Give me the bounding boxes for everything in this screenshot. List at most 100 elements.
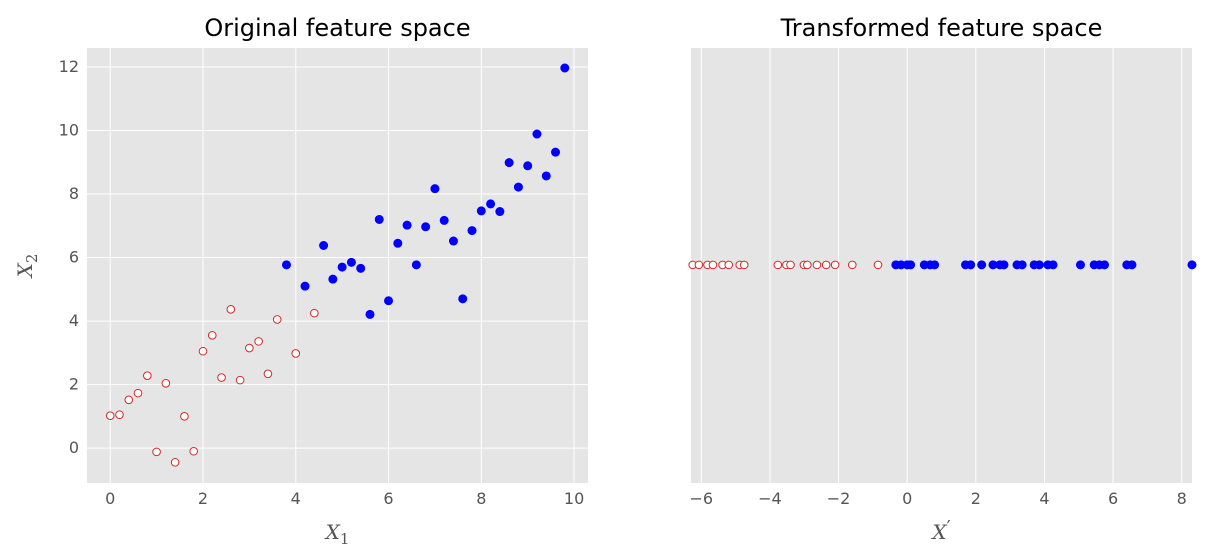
class-a-point	[143, 371, 152, 380]
class-b-point	[448, 236, 458, 246]
class-a-point	[821, 260, 831, 270]
plot-background	[691, 48, 1192, 483]
class-b-point	[439, 215, 449, 225]
class-b-point	[300, 281, 310, 291]
x-axis-label-base: X	[930, 520, 947, 544]
y-axis-label: X2	[13, 254, 41, 280]
x-tick-label: 2	[971, 489, 981, 508]
class-b-point	[281, 260, 291, 270]
x-tick-label: 2	[198, 489, 208, 508]
class-b-point	[1187, 260, 1197, 270]
y-axis-label-subscript: 2	[23, 254, 41, 264]
class-b-point	[384, 296, 394, 306]
class-a-point	[105, 411, 115, 420]
y-tick-label: 10	[59, 121, 79, 140]
class-b-point	[977, 260, 987, 270]
class-b-point	[476, 206, 486, 216]
plot-background	[87, 48, 588, 483]
y-axis-label-base: X	[13, 262, 37, 279]
class-a-point	[739, 260, 749, 270]
x-tick-label: 8	[476, 489, 486, 508]
class-b-point	[1127, 260, 1137, 270]
x-tick-label: 4	[1039, 489, 1049, 508]
chart-title: Original feature space	[204, 14, 470, 42]
y-tick-label: 8	[69, 184, 79, 203]
class-a-point	[786, 260, 795, 270]
class-a-point	[263, 369, 273, 379]
class-a-point	[708, 260, 718, 270]
data-points	[688, 260, 1197, 270]
y-tick-label: 0	[69, 438, 79, 457]
class-b-point	[374, 214, 384, 224]
class-b-point	[402, 220, 412, 230]
data-points	[105, 63, 570, 467]
class-a-point	[245, 343, 254, 353]
class-a-point	[724, 260, 734, 270]
x-tick-label: 8	[1177, 489, 1187, 508]
x-tick-label: −6	[689, 489, 713, 508]
class-b-point	[356, 263, 366, 273]
tick-labels: −6 −4 −2 0 2 4 6 8	[689, 489, 1186, 508]
class-a-point	[115, 410, 124, 420]
class-b-point	[1075, 260, 1085, 270]
y-tick-label: 6	[69, 248, 79, 267]
class-b-point	[346, 257, 356, 267]
class-a-point	[226, 305, 236, 314]
x-axis-label-prime: ′	[947, 517, 951, 538]
x-axis-label: X′	[930, 517, 950, 544]
x-tick-label: 4	[291, 489, 301, 508]
class-b-point	[1099, 260, 1109, 270]
gridlines	[700, 48, 1183, 483]
class-b-point	[930, 260, 940, 270]
y-tick-label: 12	[59, 57, 79, 76]
class-b-point	[411, 260, 421, 270]
class-a-point	[291, 349, 301, 358]
class-a-point	[694, 260, 704, 270]
class-b-point	[467, 226, 477, 236]
class-a-point	[207, 331, 217, 340]
x-tick-label: −2	[827, 489, 851, 508]
class-b-point	[365, 309, 375, 319]
x-tick-label: 0	[105, 489, 115, 508]
class-b-point	[319, 240, 329, 250]
class-a-point	[310, 308, 319, 318]
class-b-point	[532, 129, 542, 139]
x-tick-label: 0	[902, 489, 912, 508]
class-a-point	[847, 260, 857, 270]
class-b-point	[337, 262, 347, 272]
class-b-point	[430, 184, 440, 194]
class-b-point	[513, 182, 523, 192]
class-b-point	[999, 260, 1009, 270]
class-b-point	[1048, 260, 1058, 270]
class-b-point	[966, 260, 976, 270]
class-b-point	[458, 294, 468, 304]
chart-title: Transformed feature space	[780, 14, 1103, 42]
class-a-point	[152, 447, 161, 457]
class-a-point	[161, 378, 171, 388]
class-a-point	[254, 337, 263, 346]
transformed-feature-space-panel: −6 −4 −2 0 2 4 6 8 Transformed feature space X′	[688, 14, 1197, 544]
class-b-point	[541, 171, 551, 181]
class-a-point	[235, 375, 245, 385]
class-b-point	[495, 207, 505, 217]
x-axis-label: X1	[324, 520, 350, 548]
x-tick-label: 10	[564, 489, 584, 508]
class-b-point	[906, 260, 916, 270]
class-a-point	[217, 373, 226, 382]
class-a-point	[170, 458, 180, 467]
class-b-point	[486, 199, 496, 209]
class-a-point	[272, 315, 282, 324]
class-b-point	[393, 238, 403, 248]
class-b-point	[523, 161, 533, 171]
class-a-point	[189, 446, 198, 456]
class-b-point	[551, 147, 561, 157]
x-tick-label: −4	[758, 489, 782, 508]
class-a-point	[133, 388, 143, 398]
class-b-point	[504, 158, 514, 168]
class-b-point	[421, 222, 431, 232]
class-a-point	[830, 260, 840, 270]
y-tick-label: 4	[69, 311, 79, 330]
class-a-point	[198, 346, 208, 356]
